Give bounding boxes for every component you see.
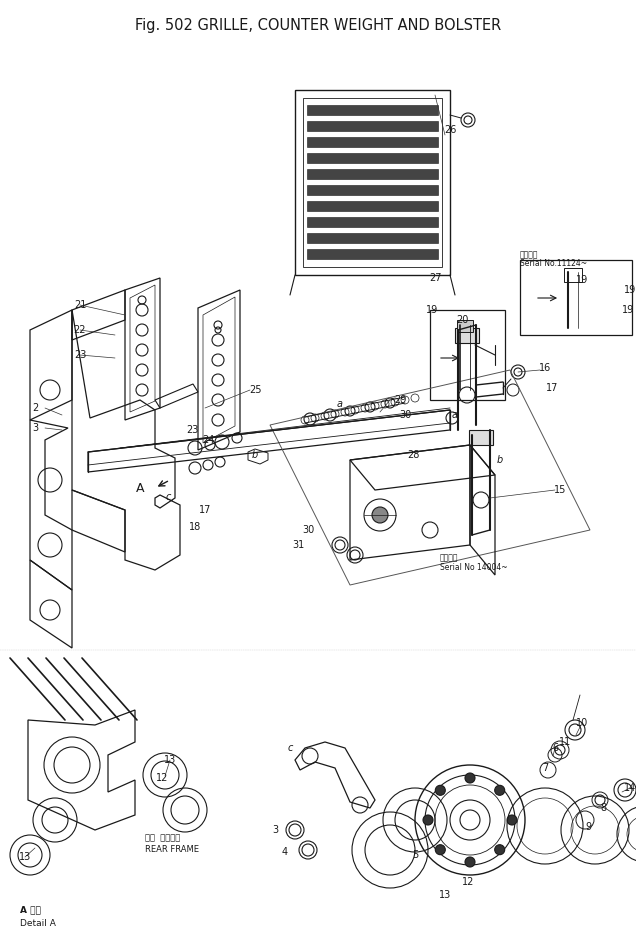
- Bar: [307, 201, 438, 211]
- Bar: [520, 260, 632, 335]
- Bar: [307, 153, 438, 163]
- Text: c: c: [165, 492, 170, 502]
- Text: 21: 21: [74, 300, 86, 310]
- Circle shape: [435, 845, 445, 854]
- Bar: [455, 328, 479, 343]
- Text: リヤ  フレーム: リヤ フレーム: [145, 834, 180, 842]
- Text: 17: 17: [546, 383, 558, 393]
- Bar: [307, 169, 438, 179]
- Bar: [307, 185, 438, 195]
- Text: b: b: [497, 455, 503, 465]
- Circle shape: [495, 785, 505, 795]
- Text: a: a: [337, 399, 343, 409]
- Text: 11: 11: [559, 737, 571, 747]
- Bar: [307, 105, 438, 115]
- Text: 6: 6: [552, 743, 558, 753]
- Text: 8: 8: [600, 803, 606, 813]
- Bar: [430, 310, 505, 400]
- Text: 3: 3: [272, 825, 278, 835]
- Circle shape: [423, 815, 433, 825]
- Text: 25: 25: [249, 385, 261, 395]
- Text: 23: 23: [74, 350, 86, 360]
- Text: 24: 24: [202, 435, 214, 445]
- Text: Fig. 502 GRILLE, COUNTER WEIGHT AND BOLSTER: Fig. 502 GRILLE, COUNTER WEIGHT AND BOLS…: [135, 18, 501, 33]
- Text: Detail A: Detail A: [20, 918, 56, 928]
- Text: 27: 27: [429, 273, 441, 283]
- Text: 30: 30: [399, 410, 411, 420]
- Text: 28: 28: [407, 450, 419, 460]
- Text: 23: 23: [186, 425, 198, 435]
- Bar: [307, 217, 438, 227]
- Text: 適用号等: 適用号等: [440, 554, 459, 562]
- Circle shape: [435, 785, 445, 795]
- Text: 15: 15: [554, 485, 566, 495]
- Bar: [457, 320, 473, 332]
- Text: 2: 2: [32, 403, 38, 413]
- Text: 30: 30: [302, 525, 314, 535]
- Text: 22: 22: [74, 325, 86, 335]
- Circle shape: [495, 845, 505, 854]
- Text: 31: 31: [292, 540, 304, 550]
- Text: 4: 4: [282, 847, 288, 857]
- Text: 12: 12: [156, 773, 168, 783]
- Text: 19: 19: [624, 285, 636, 295]
- Circle shape: [507, 815, 517, 825]
- Text: 14: 14: [624, 783, 636, 793]
- Text: 適用号等: 適用号等: [520, 250, 539, 259]
- Bar: [307, 137, 438, 147]
- Text: a: a: [452, 410, 458, 420]
- Text: c: c: [287, 743, 293, 753]
- Text: b: b: [252, 450, 258, 460]
- Text: A 詳細: A 詳細: [20, 905, 41, 915]
- Text: 9: 9: [585, 822, 591, 832]
- Bar: [564, 268, 582, 282]
- Text: 18: 18: [189, 522, 201, 532]
- Text: 13: 13: [164, 755, 176, 765]
- Text: 7: 7: [542, 763, 548, 773]
- Circle shape: [465, 857, 475, 867]
- Bar: [295, 90, 450, 275]
- Bar: [307, 249, 438, 259]
- Bar: [469, 430, 493, 445]
- Text: 19: 19: [426, 305, 438, 315]
- Circle shape: [465, 773, 475, 783]
- Text: 19: 19: [576, 275, 588, 285]
- Bar: [307, 121, 438, 131]
- Text: 13: 13: [439, 890, 451, 900]
- Text: 13: 13: [19, 852, 31, 862]
- Text: 17: 17: [199, 505, 211, 515]
- Text: 16: 16: [539, 363, 551, 373]
- Text: 19: 19: [622, 305, 634, 315]
- Text: A: A: [135, 481, 144, 494]
- Circle shape: [372, 507, 388, 523]
- Bar: [303, 98, 442, 267]
- Text: Serial No.11124~: Serial No.11124~: [520, 258, 587, 268]
- Text: 12: 12: [462, 877, 474, 887]
- Text: 20: 20: [456, 315, 468, 325]
- Text: 29: 29: [394, 395, 406, 405]
- Text: Serial No 14004~: Serial No 14004~: [440, 562, 508, 572]
- Text: 10: 10: [576, 718, 588, 728]
- Text: 26: 26: [444, 125, 456, 135]
- Text: REAR FRAME: REAR FRAME: [145, 845, 199, 854]
- Text: 3: 3: [32, 423, 38, 433]
- Bar: [307, 233, 438, 243]
- Text: 5: 5: [412, 850, 418, 860]
